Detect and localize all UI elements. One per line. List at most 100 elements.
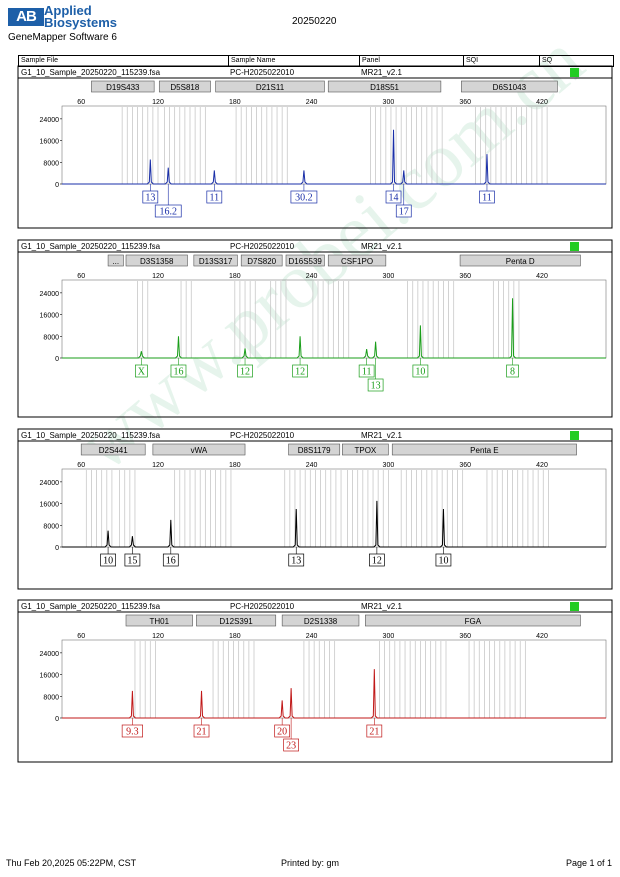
sample-file-name: G1_10_Sample_20250220_115239.fsa: [21, 68, 161, 77]
panel-border: [17, 239, 613, 418]
allele-call-box: [100, 553, 116, 567]
x-tick-label: 180: [229, 462, 241, 469]
marker-label: ...: [112, 257, 119, 266]
marker-box: [285, 254, 325, 267]
marker-label: D2S1338: [304, 617, 338, 626]
run-date: 20250220: [292, 16, 337, 27]
y-tick-label: 16000: [40, 139, 60, 146]
allele-call: 8: [510, 367, 515, 378]
allele-call-box: [142, 190, 159, 204]
marker-box: [391, 443, 577, 456]
software-name: GeneMapper Software 6: [8, 32, 117, 43]
x-tick-label: 120: [152, 633, 164, 640]
x-tick-label: 360: [459, 633, 471, 640]
plot-frame: [61, 105, 607, 185]
marker-box: [107, 254, 124, 267]
y-tick-label: 24000: [40, 480, 60, 487]
brand-line-1: Applied: [44, 3, 92, 18]
marker-label: D2S441: [99, 446, 128, 455]
marker-box: [365, 614, 581, 627]
sample-info-row: [17, 599, 613, 613]
marker-box: [193, 254, 238, 267]
x-tick-label: 60: [77, 273, 85, 280]
sq-status-icon: [570, 602, 579, 611]
allele-call: 16: [166, 556, 176, 567]
y-tick-label: 8000: [43, 334, 59, 341]
col-sqi: SQI: [466, 57, 479, 64]
allele-call-box: [237, 364, 253, 378]
x-tick-label: 60: [77, 462, 85, 469]
x-tick-label: 120: [152, 99, 164, 106]
allele-call-box: [283, 738, 299, 752]
allele-call-box: [385, 190, 402, 204]
marker-label: FGA: [465, 617, 482, 626]
x-tick-label: 240: [306, 462, 318, 469]
allele-call-box: [366, 724, 383, 738]
panel-black: G1_10_Sample_20250220_115239.fsa PC-H2025…: [17, 428, 613, 590]
y-tick-label: 8000: [43, 160, 59, 167]
allele-call-box: [288, 553, 305, 567]
allele-call: 23: [286, 741, 296, 752]
y-tick-label: 24000: [40, 651, 60, 658]
marker-label: TH01: [149, 617, 169, 626]
marker-label: Penta E: [470, 446, 498, 455]
marker-label: D18S51: [370, 83, 399, 92]
allele-call-box: [369, 553, 385, 567]
y-tick-label: 0: [55, 716, 59, 723]
allele-call-box: [358, 364, 375, 378]
allele-call: 11: [209, 193, 219, 204]
marker-label: D21S11: [256, 83, 285, 92]
x-tick-label: 420: [536, 462, 548, 469]
panel-name: MR21_v2.1: [361, 242, 402, 251]
allele-call-box: [206, 190, 223, 204]
x-tick-label: 240: [306, 99, 318, 106]
y-tick-label: 16000: [40, 502, 60, 509]
marker-box: [327, 254, 387, 267]
col-sample-name: Sample Name: [231, 57, 276, 64]
sample-name: PC-H2025022010: [230, 242, 295, 251]
allele-call-box: [135, 364, 148, 378]
marker-label: D3S1358: [140, 257, 174, 266]
printed-by: Printed by: gm: [281, 858, 340, 868]
allele-call: 11: [482, 193, 492, 204]
y-tick-label: 16000: [40, 673, 60, 680]
x-tick-label: 420: [536, 633, 548, 640]
x-tick-label: 360: [459, 99, 471, 106]
marker-label: D7S820: [247, 257, 276, 266]
allele-call: 11: [362, 367, 372, 378]
allele-call-box: [506, 364, 519, 378]
marker-box: [91, 80, 155, 93]
plot-frame: [61, 279, 607, 359]
marker-box: [158, 80, 211, 93]
sample-info-row: [17, 239, 613, 253]
marker-label: CSF1PO: [341, 257, 373, 266]
plot-frame: [61, 468, 607, 548]
allele-call: 10: [415, 367, 425, 378]
allele-call-box: [367, 378, 384, 392]
x-tick-label: 180: [229, 633, 241, 640]
signal-trace: [62, 669, 606, 719]
panel-name: MR21_v2.1: [361, 431, 402, 440]
y-tick-label: 16000: [40, 313, 60, 320]
y-tick-label: 8000: [43, 694, 59, 701]
marker-box: [288, 443, 341, 456]
marker-label: D13S317: [199, 257, 233, 266]
marker-box: [240, 254, 283, 267]
marker-box: [80, 443, 146, 456]
allele-call-box: [154, 204, 182, 218]
marker-box: [461, 80, 558, 93]
allele-call: 9.3: [126, 727, 139, 738]
sample-name: PC-H2025022010: [230, 602, 295, 611]
allele-call: 10: [438, 556, 448, 567]
allele-call-box: [193, 724, 210, 738]
print-timestamp: Thu Feb 20,2025 05:22PM, CST: [6, 858, 137, 868]
brand-name: Applied Biosystems: [44, 3, 117, 29]
x-tick-label: 180: [229, 99, 241, 106]
allele-call: 15: [127, 556, 137, 567]
x-tick-label: 300: [383, 462, 395, 469]
allele-call: 16: [173, 367, 183, 378]
signal-trace: [62, 298, 606, 359]
marker-label: TPOX: [354, 446, 376, 455]
sample-file-name: G1_10_Sample_20250220_115239.fsa: [21, 431, 161, 440]
x-tick-label: 360: [459, 273, 471, 280]
